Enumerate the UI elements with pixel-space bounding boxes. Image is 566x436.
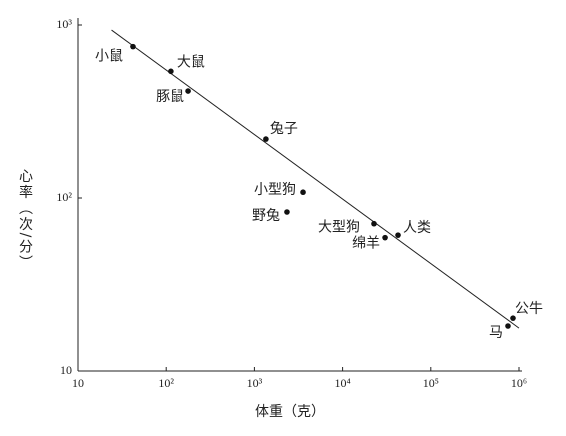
point bbox=[263, 136, 269, 142]
x-tick-label: 10² bbox=[158, 376, 174, 390]
point bbox=[382, 234, 388, 241]
point bbox=[185, 88, 191, 94]
point-label: 公牛 bbox=[515, 301, 543, 317]
point-label: 马 bbox=[489, 325, 503, 341]
y-tick-label: 10² bbox=[56, 190, 72, 204]
point bbox=[168, 68, 174, 75]
point-label: 绵羊 bbox=[352, 235, 380, 252]
point-label: 人类 bbox=[403, 220, 431, 236]
x-tick-label: 10³ bbox=[247, 376, 263, 390]
point-label: 小鼠 bbox=[95, 49, 123, 65]
point-label: 兔子 bbox=[270, 121, 298, 137]
x-tick-label: 10⁶ bbox=[511, 376, 527, 390]
x-tick-label: 10⁴ bbox=[335, 376, 351, 390]
point-label: 大型狗 bbox=[318, 220, 360, 236]
point bbox=[505, 323, 511, 329]
fit-line bbox=[111, 29, 520, 329]
point bbox=[371, 220, 377, 227]
point bbox=[510, 315, 516, 321]
y-axis-label: 心率（次/分） bbox=[17, 169, 33, 272]
point-label: 豚鼠 bbox=[156, 89, 184, 105]
point-label: 大鼠 bbox=[177, 54, 205, 70]
point bbox=[284, 209, 290, 215]
point-label: 野兔 bbox=[252, 208, 280, 224]
point bbox=[300, 189, 306, 196]
point bbox=[130, 43, 136, 50]
x-tick-label: 10⁵ bbox=[423, 376, 439, 390]
x-tick-label: 10 bbox=[72, 376, 84, 390]
x-axis-label: 体重（克） bbox=[255, 404, 325, 420]
y-tick-label: 10 bbox=[60, 363, 72, 377]
y-tick-label: 10³ bbox=[56, 17, 72, 31]
point bbox=[395, 232, 401, 238]
point-label: 小型狗 bbox=[254, 182, 296, 198]
